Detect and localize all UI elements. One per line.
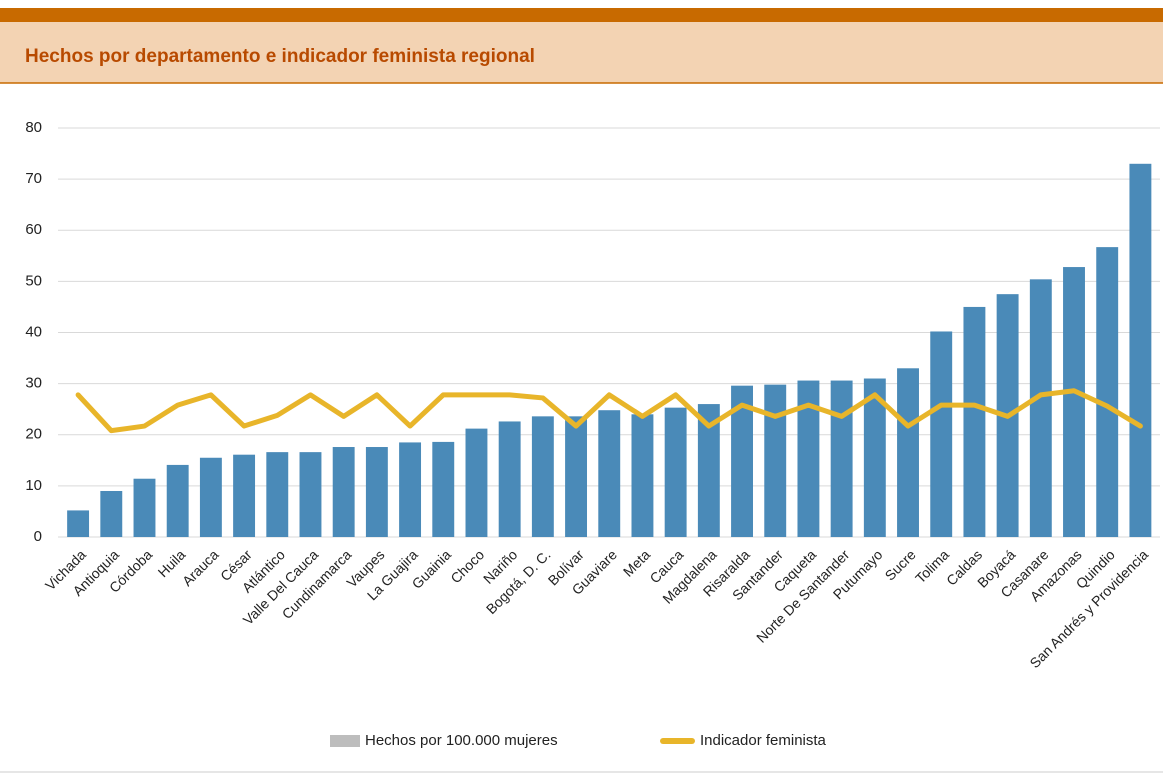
bar [100, 490, 123, 537]
legend-swatch [330, 735, 360, 747]
bar [133, 478, 156, 537]
line [75, 388, 1143, 434]
header [0, 22, 1163, 83]
x-tick-label: Choco [447, 546, 487, 586]
y-tick-label: 10 [25, 477, 42, 494]
bar [897, 368, 919, 537]
bar [764, 384, 787, 537]
chart-title: Hechos por departamento e indicador femi… [25, 46, 535, 67]
bar [266, 452, 289, 537]
y-tick-label: 30 [25, 375, 42, 392]
bar [598, 410, 621, 537]
bar [963, 306, 986, 537]
legend-label: Indicador feminista [700, 732, 827, 749]
bar [465, 428, 488, 537]
bar [365, 447, 388, 537]
bar [830, 380, 853, 537]
bar [1096, 247, 1119, 537]
bar [863, 378, 886, 537]
y-tick-label: 80 [25, 119, 42, 136]
bar [299, 452, 322, 537]
bar [166, 464, 189, 537]
bar [1029, 279, 1052, 537]
bar [432, 441, 455, 537]
y-tick-label: 40 [25, 323, 42, 340]
legend-label: Hechos por 100.000 mujeres [365, 732, 558, 749]
x-tick-label: Arauca [179, 546, 222, 589]
x-tick-label: Sucre [882, 546, 919, 583]
bar [697, 404, 720, 537]
bar [67, 510, 90, 537]
bar [797, 380, 820, 537]
bar [498, 421, 521, 537]
top-bar [0, 8, 1163, 22]
bar [664, 407, 687, 537]
bar [332, 447, 355, 537]
bar [1129, 163, 1152, 537]
bar [1063, 267, 1085, 537]
bar [565, 416, 588, 537]
y-tick-label: 60 [25, 221, 42, 238]
bar [233, 454, 256, 537]
y-tick-label: 50 [25, 272, 42, 289]
y-tick-label: 0 [34, 528, 42, 545]
bar [399, 442, 422, 537]
y-tick-label: 20 [25, 426, 42, 443]
bar [731, 385, 753, 537]
bar [631, 414, 654, 537]
bar [199, 457, 222, 537]
bar [531, 416, 554, 537]
y-tick-label: 70 [25, 170, 42, 187]
bar [930, 331, 953, 537]
